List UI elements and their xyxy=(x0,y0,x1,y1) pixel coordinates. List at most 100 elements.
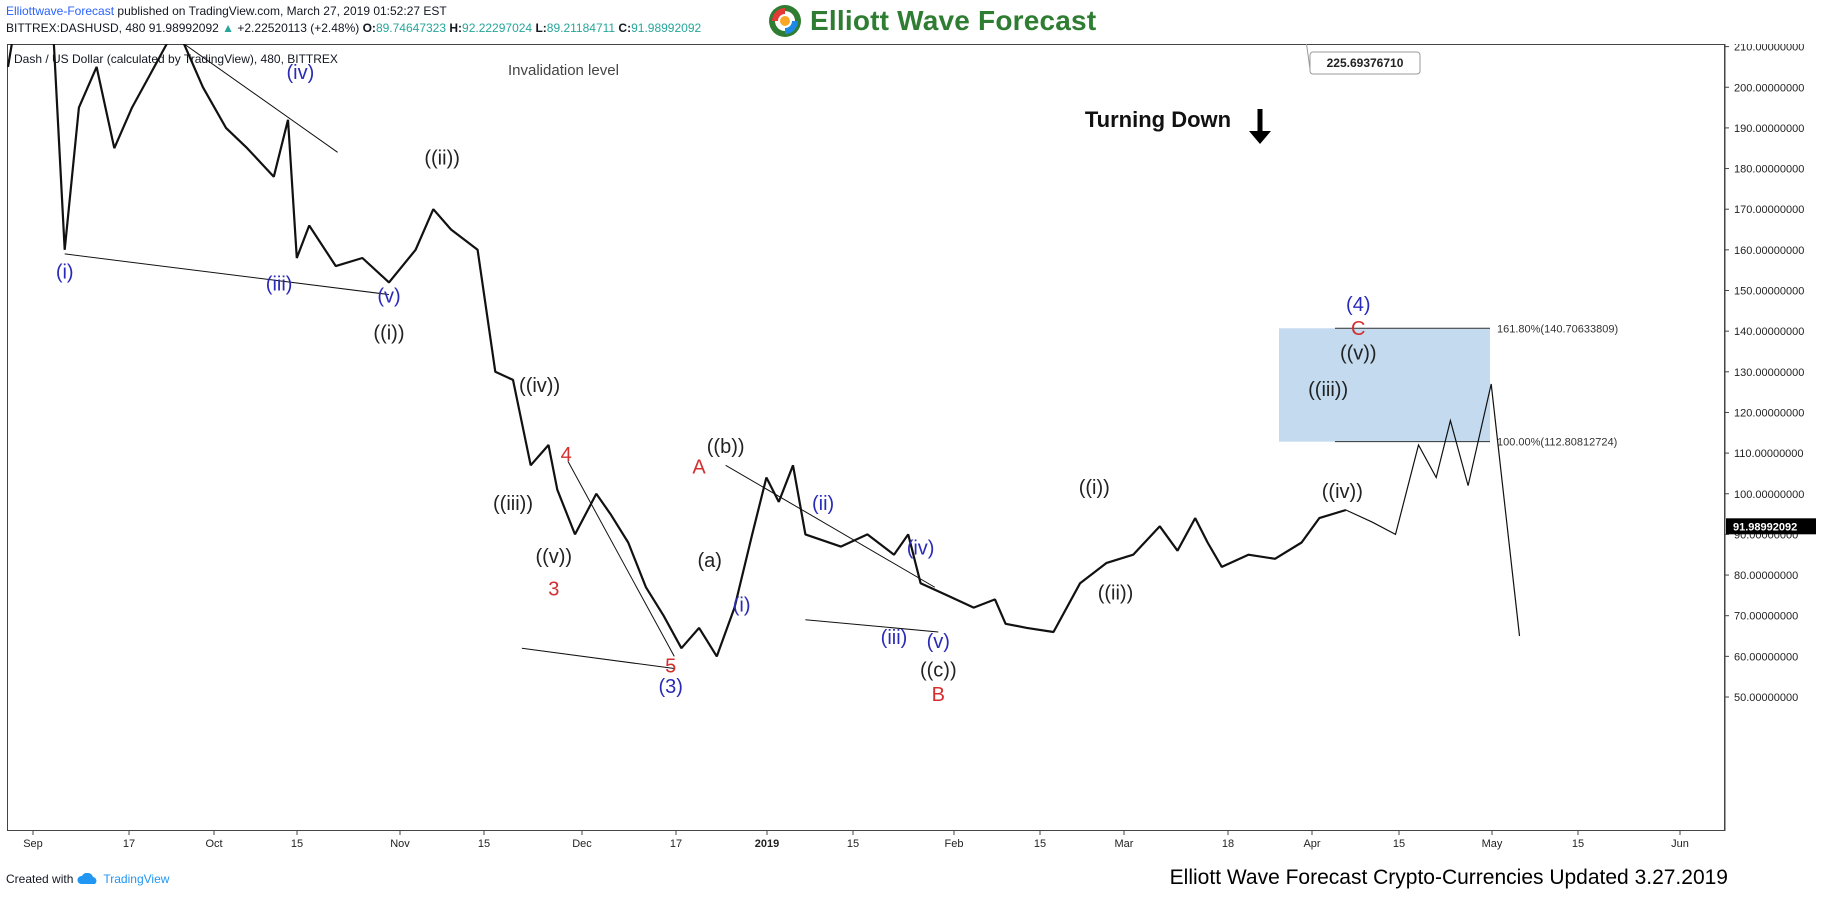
price-change: +2.22520113 (+2.48%) xyxy=(237,21,360,35)
wave-logo-icon xyxy=(769,5,801,37)
y-tick-label: 190.00000000 xyxy=(1734,123,1804,135)
y-tick-label: 210.00000000 xyxy=(1734,44,1804,54)
wave-label: (i) xyxy=(733,595,751,617)
price-axis: 50.00000000 60.00000000 70.00000000 80.0000… xyxy=(1724,44,1816,704)
wave-label: B xyxy=(932,684,945,706)
wave-label: ((iii)) xyxy=(1308,379,1348,401)
wave-label: ((i)) xyxy=(373,322,404,344)
close-label: C: xyxy=(618,21,632,35)
x-tick-label: 17 xyxy=(670,838,682,850)
chart-header: Elliottwave-Forecast published on Tradin… xyxy=(0,0,1828,44)
wave-label: ((iv)) xyxy=(1322,481,1363,503)
wave-label: 3 xyxy=(548,578,559,600)
y-tick-label: 120.00000000 xyxy=(1734,407,1804,419)
turning-down-label: Turning Down xyxy=(1085,107,1231,132)
invalidation-value: 225.69376710 xyxy=(1327,56,1404,70)
trend-line xyxy=(725,464,936,588)
close-value: 91.98992092 xyxy=(631,21,702,35)
y-tick-label: 110.00000000 xyxy=(1734,448,1804,460)
wave-label: ((i)) xyxy=(1079,477,1110,499)
created-with: Created with TradingView xyxy=(6,872,169,886)
tradingview-cloud-icon xyxy=(77,873,97,884)
target-zone: 161.80%(140.70633809) 100.00%(112.8081272… xyxy=(1279,323,1618,449)
price-series xyxy=(6,44,1347,657)
tradingview-link[interactable]: TradingView xyxy=(103,872,170,886)
x-tick-label: 15 xyxy=(478,838,490,850)
y-tick-label: 200.00000000 xyxy=(1734,82,1804,94)
price-path xyxy=(6,44,1521,657)
wave-label: (iii) xyxy=(266,274,293,296)
wave-label: (iii) xyxy=(881,627,908,649)
chart-title: Dash / US Dollar (calculated by TradingV… xyxy=(14,52,338,66)
y-tick-label: 70.00000000 xyxy=(1734,611,1798,623)
publish-line: Elliottwave-Forecast published on Tradin… xyxy=(6,4,447,18)
wave-label: (iv) xyxy=(286,62,314,84)
wave-label: A xyxy=(692,456,706,478)
last-price-label: 91.98992092 xyxy=(1733,521,1797,533)
wave-label: (v) xyxy=(377,286,400,308)
wave-label: ((b)) xyxy=(707,436,745,458)
open-label: O: xyxy=(362,21,376,35)
down-arrow-head xyxy=(1249,131,1271,144)
x-tick-label: 18 xyxy=(1222,838,1234,850)
y-tick-label: 180.00000000 xyxy=(1734,164,1804,176)
created-with-text: Created with xyxy=(6,872,74,886)
wave-label: ((ii)) xyxy=(1098,582,1134,604)
author-link[interactable]: Elliottwave-Forecast xyxy=(6,4,115,18)
x-tick-label: Feb xyxy=(945,838,964,850)
x-tick-label: Sep xyxy=(23,838,43,850)
x-tick-label: 15 xyxy=(1034,838,1046,850)
fib-level-label: 100.00%(112.80812724) xyxy=(1497,437,1617,449)
wave-label: ((c)) xyxy=(920,660,957,682)
annotations: Invalidation level 225.69376710 Turning Do… xyxy=(508,44,1421,144)
wave-label: (iv) xyxy=(907,538,935,560)
x-tick-label: 15 xyxy=(291,838,303,850)
wave-label: (i) xyxy=(56,261,74,283)
time-axis: Sep 17 Oct 15 Nov 15 Dec 17 2019 15 Feb 15 Mar 18 Apr 1… xyxy=(23,830,1689,850)
y-tick-label: 80.00000000 xyxy=(1734,570,1798,582)
brand-name: Elliott Wave Forecast xyxy=(810,5,1097,36)
low-label: L: xyxy=(535,21,547,35)
x-tick-label: Dec xyxy=(572,838,592,850)
x-tick-label: May xyxy=(1482,838,1503,850)
y-tick-label: 100.00000000 xyxy=(1734,489,1804,501)
last-price: 91.98992092 xyxy=(148,21,219,35)
fib-level-label: 161.80%(140.70633809) xyxy=(1497,323,1618,335)
high-value: 92.22297024 xyxy=(462,21,533,35)
y-tick-label: 50.00000000 xyxy=(1734,692,1798,704)
invalidation-label: Invalidation level xyxy=(508,62,619,79)
publish-info: published on TradingView.com, March 27, … xyxy=(117,4,447,18)
brand-logo: Elliott Wave Forecast xyxy=(768,1,1096,41)
x-tick-label: 17 xyxy=(123,838,135,850)
wave-label: ((ii)) xyxy=(424,147,460,169)
x-tick-label: 15 xyxy=(1572,838,1584,850)
price-chart: Dash / US Dollar (calculated by TradingV… xyxy=(0,44,1828,866)
y-tick-label: 140.00000000 xyxy=(1734,326,1804,338)
y-tick-label: 150.00000000 xyxy=(1734,286,1804,298)
x-tick-label: Apr xyxy=(1303,838,1320,850)
trend-line xyxy=(567,460,675,657)
x-tick-label: Mar xyxy=(1115,838,1134,850)
x-tick-label: 2019 xyxy=(755,838,779,850)
y-tick-label: 60.00000000 xyxy=(1734,651,1798,663)
up-arrow-icon: ▲ xyxy=(222,21,235,35)
low-value: 89.21184711 xyxy=(546,21,616,35)
open-value: 89.74647323 xyxy=(375,21,447,35)
y-tick-label: 130.00000000 xyxy=(1734,367,1804,379)
x-tick-label: Jun xyxy=(1671,838,1689,850)
wave-label: ((v)) xyxy=(535,546,572,568)
x-tick-label: Oct xyxy=(205,838,222,850)
trend-line xyxy=(183,44,338,153)
trend-line xyxy=(805,619,939,633)
wave-label: 4 xyxy=(561,444,572,466)
update-note: Elliott Wave Forecast Crypto-Currencies … xyxy=(1169,866,1728,889)
x-tick-label: 15 xyxy=(1393,838,1405,850)
symbol-name: BITTREX:DASHUSD, 480 xyxy=(6,21,146,35)
wave-label: C xyxy=(1351,318,1365,340)
projected-path xyxy=(1345,383,1521,637)
trend-lines xyxy=(64,44,939,670)
last-price-marker xyxy=(1726,518,1816,535)
invalidation-value-box xyxy=(1309,51,1421,75)
high-label: H: xyxy=(449,21,463,35)
wave-label: (4) xyxy=(1346,294,1370,316)
